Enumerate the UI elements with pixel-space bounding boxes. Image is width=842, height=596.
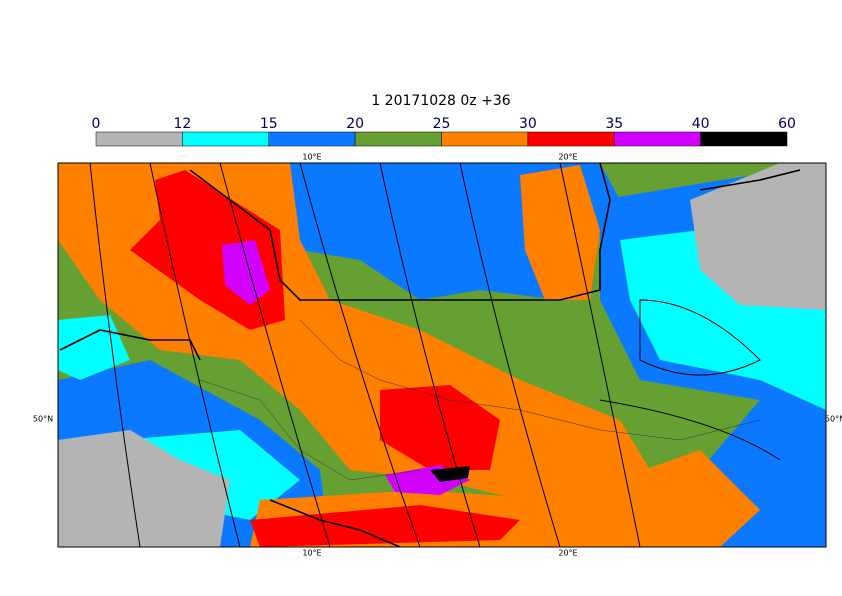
colorbar-segment (441, 131, 529, 147)
title: 1 20171028 0z +36 (371, 93, 510, 109)
lon-label: 10°E (302, 153, 321, 162)
field-area (380, 385, 500, 470)
meridian (379, 163, 481, 547)
lat-label: 50°N (33, 415, 53, 424)
coastline (189, 163, 611, 301)
field-area (222, 240, 270, 305)
colorbar-label: 30 (519, 116, 537, 132)
map-frame (57, 162, 827, 548)
colorbar-label: 20 (346, 116, 364, 132)
coastline (59, 329, 201, 361)
lon-label: 10°E (302, 549, 321, 558)
coastline (269, 499, 401, 547)
coastline (699, 169, 801, 191)
colorbar-label: 40 (692, 116, 710, 132)
map-field (58, 163, 826, 547)
lat-label: 50°N (825, 415, 842, 424)
meridian (459, 163, 561, 547)
colorbar-label: 0 (92, 116, 101, 132)
colorbar-segment (354, 131, 442, 147)
lon-label: 20°E (558, 549, 577, 558)
colorbar-label: 15 (260, 116, 278, 132)
colorbar-segment (268, 131, 356, 147)
field-area (690, 163, 826, 310)
colorbar: 0 12 15 20 25 30 35 40 60 (92, 116, 796, 147)
meridian (299, 163, 421, 547)
border (299, 319, 761, 441)
meridian (639, 299, 761, 376)
colorbar-segment (700, 131, 788, 147)
border (199, 379, 421, 481)
field-area (58, 315, 130, 380)
meridian (219, 163, 331, 547)
colorbar-label: 12 (173, 116, 191, 132)
colorbar-label: 60 (778, 116, 796, 132)
field-area (520, 165, 600, 300)
colorbar-label: 35 (605, 116, 623, 132)
lon-label: 20°E (558, 153, 577, 162)
colorbar-segment (182, 131, 269, 147)
field-area (58, 430, 230, 547)
meridian (559, 163, 641, 547)
meridian (89, 163, 141, 547)
colorbar-label: 25 (433, 116, 451, 132)
field-area (250, 505, 520, 547)
meridian (599, 399, 781, 461)
colorbar-segment (614, 131, 701, 147)
colorbar-segment (95, 131, 183, 147)
meridian (149, 163, 241, 547)
colorbar-segment (527, 131, 615, 147)
